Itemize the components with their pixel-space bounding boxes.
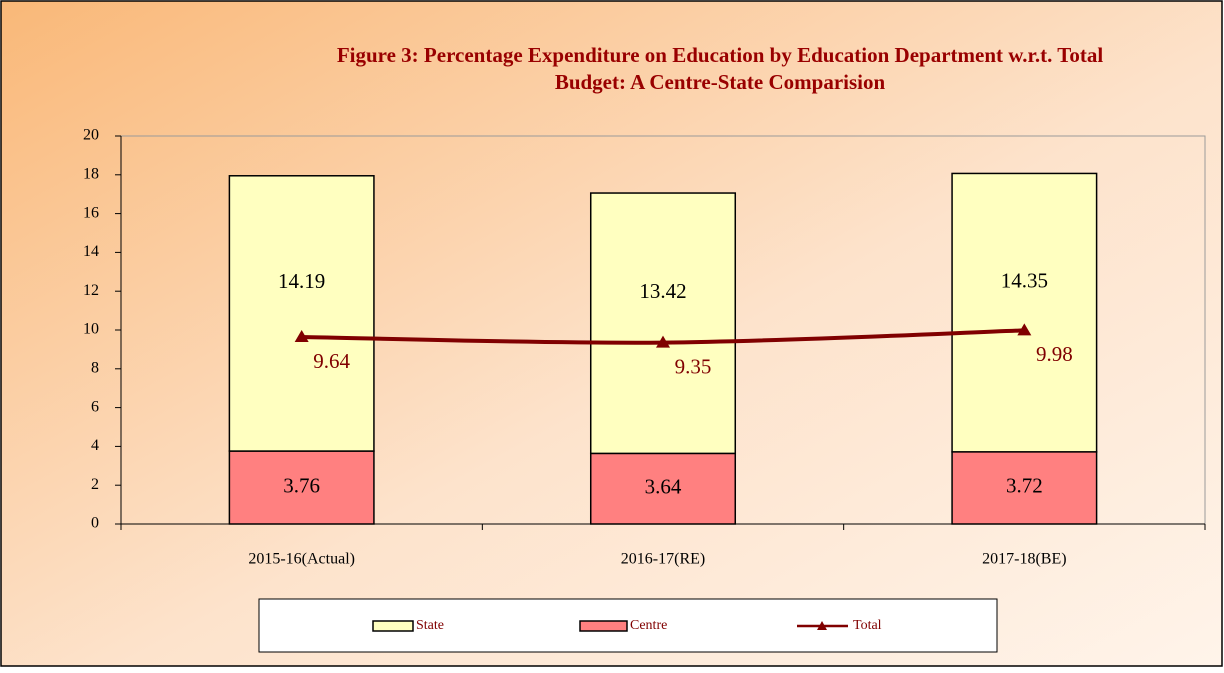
y-tick-label: 4 xyxy=(91,437,99,454)
data-label: 13.42 xyxy=(639,279,686,303)
bar xyxy=(228,175,375,452)
x-tick-label: 2015-16(Actual) xyxy=(248,551,355,568)
x-tick-label: 2017-18(BE) xyxy=(982,551,1066,568)
bar xyxy=(589,192,737,455)
legend-swatch xyxy=(372,620,414,632)
bar xyxy=(228,450,375,525)
marker xyxy=(294,329,309,342)
legend-swatch xyxy=(579,620,628,632)
bar xyxy=(589,452,737,525)
y-tick-label: 12 xyxy=(83,282,99,299)
data-label: 3.72 xyxy=(1006,474,1043,498)
chart-title: Budget: A Centre-State Comparision xyxy=(555,70,886,94)
marker xyxy=(1017,323,1032,336)
data-label: 14.19 xyxy=(278,269,325,293)
x-tick-label: 2016-17(RE) xyxy=(621,551,705,568)
y-tick-label: 8 xyxy=(91,359,99,376)
y-tick-label: 18 xyxy=(83,165,99,182)
data-label: 3.64 xyxy=(645,475,682,499)
legend-label: Centre xyxy=(630,618,667,633)
bar xyxy=(951,172,1098,453)
y-tick-label: 20 xyxy=(83,127,99,144)
chart-title: Figure 3: Percentage Expenditure on Educ… xyxy=(337,43,1104,67)
bar xyxy=(951,451,1098,525)
y-tick-label: 16 xyxy=(83,204,99,221)
data-label: 9.98 xyxy=(1036,342,1073,366)
y-tick-label: 10 xyxy=(83,321,99,338)
data-label: 9.35 xyxy=(675,354,712,378)
data-label: 9.64 xyxy=(313,349,350,373)
legend xyxy=(258,598,998,653)
marker xyxy=(656,335,670,348)
y-tick-label: 0 xyxy=(91,515,99,532)
y-tick-label: 14 xyxy=(83,243,99,260)
y-tick-label: 2 xyxy=(91,476,99,493)
legend-marker xyxy=(817,621,827,630)
data-label: 3.76 xyxy=(283,473,320,497)
y-tick-label: 6 xyxy=(91,398,99,415)
data-label: 14.35 xyxy=(1001,268,1048,292)
legend-label: Total xyxy=(853,618,882,633)
legend-label: State xyxy=(416,618,444,633)
